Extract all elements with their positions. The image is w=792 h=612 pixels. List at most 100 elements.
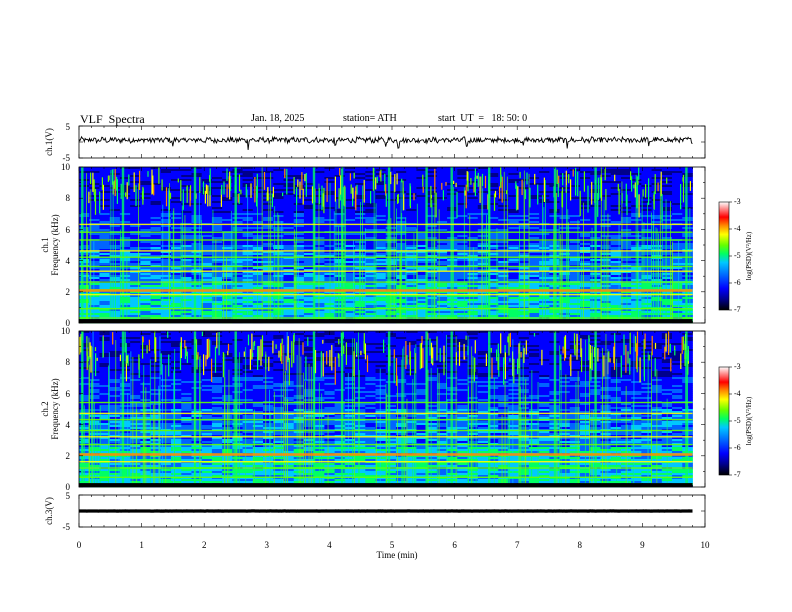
spectrogram-cell xyxy=(487,229,499,232)
spectrogram-cell xyxy=(406,277,417,280)
spectrogram-cell xyxy=(334,299,346,302)
spectrogram-noise-streak xyxy=(557,183,559,197)
spectrogram-cell xyxy=(539,315,550,318)
spectrogram-cell xyxy=(620,269,632,272)
spectrogram-noise-streak xyxy=(339,168,341,176)
spectrogram-noise-streak xyxy=(209,168,211,196)
spectrogram-cell xyxy=(314,297,325,300)
spectrogram-cell xyxy=(641,195,652,198)
spectrogram-cell xyxy=(232,297,243,300)
spectrogram-cell xyxy=(99,207,111,210)
spectrogram-cell xyxy=(99,275,111,278)
spectrogram-cell xyxy=(293,219,305,222)
spectrogram-noise-streak xyxy=(587,185,589,213)
spectrogram-cell xyxy=(232,241,243,244)
spectrogram-cell xyxy=(457,179,468,182)
spectrogram-cell xyxy=(672,185,683,188)
spectrogram-cell xyxy=(283,257,295,260)
spectrogram-cell xyxy=(99,303,111,306)
spectrogram-noise-streak xyxy=(229,171,231,200)
spectrogram-cell xyxy=(559,267,571,270)
spectrogram-cell xyxy=(191,197,203,200)
spectrogram-cell xyxy=(416,245,428,248)
spectrogram-cell xyxy=(222,295,233,298)
spectrogram-cell xyxy=(314,237,325,240)
spectrogram-cell xyxy=(620,271,632,274)
spectrogram-cell xyxy=(375,205,387,208)
spectrogram-cell xyxy=(314,259,325,262)
spectrogram-cell xyxy=(406,269,417,272)
spectrogram-cell xyxy=(569,275,581,278)
spectrogram-cell xyxy=(314,283,325,286)
spectrogram-cell xyxy=(232,217,243,220)
spectrogram-cell xyxy=(672,253,683,256)
spectrogram-cell xyxy=(539,245,550,248)
spectrogram-cell xyxy=(672,191,683,194)
spectrogram-noise-streak xyxy=(284,168,286,179)
spectrogram-cell xyxy=(211,235,223,238)
spectrogram-cell xyxy=(467,209,479,212)
spectrogram-cell xyxy=(620,169,632,172)
spectrogram-cell xyxy=(171,297,182,300)
spectrogram-cell xyxy=(375,193,387,196)
spectrogram-cell xyxy=(79,199,90,202)
spectrogram-cell xyxy=(467,171,479,174)
spectrogram-cell xyxy=(569,205,581,208)
spectrogram-cell xyxy=(641,179,652,182)
spectrogram-cell xyxy=(89,169,100,172)
spectrogram-cell xyxy=(334,301,346,304)
spectrogram-cell xyxy=(539,279,550,282)
spectrogram-cell xyxy=(498,271,509,274)
spectrogram-cell xyxy=(610,241,622,244)
spectrogram-cell xyxy=(171,233,182,236)
spectrogram-cell xyxy=(181,179,192,182)
spectrogram-cell xyxy=(600,221,612,224)
spectrogram-cell xyxy=(303,269,315,272)
spectrogram-cell xyxy=(498,219,509,222)
spectrogram-cell xyxy=(467,285,479,288)
spectrogram-cell xyxy=(303,257,315,260)
spectrogram-cell xyxy=(416,213,428,216)
spectrogram-cell xyxy=(344,219,356,222)
spectrogram-cell xyxy=(651,205,663,208)
spectrogram-cell xyxy=(498,209,509,212)
spectrogram-cell xyxy=(171,273,182,276)
spectrogram-cell xyxy=(672,233,683,236)
spectrogram-cell xyxy=(580,203,591,206)
spectrogram-cell xyxy=(191,309,203,312)
spectrogram-cell xyxy=(171,217,182,220)
spectrogram-cell xyxy=(99,261,111,264)
spectrogram-cell xyxy=(539,201,550,204)
spectrogram-cell xyxy=(211,205,223,208)
spectrogram-cell xyxy=(171,279,182,282)
spectrogram-cell xyxy=(539,267,550,270)
spectrogram-cell xyxy=(303,195,315,198)
spectrogram-cell xyxy=(641,199,652,202)
spectrogram-cell xyxy=(119,207,131,210)
spectrogram-cell xyxy=(191,275,203,278)
spectrogram-cell xyxy=(89,291,100,294)
spectrogram-cell xyxy=(109,259,121,262)
spectrogram-cell xyxy=(99,179,111,182)
spectrogram-cell xyxy=(191,177,203,180)
spectrogram-cell xyxy=(119,251,131,254)
spectrogram-cell xyxy=(293,215,305,218)
spectrogram-cell xyxy=(539,305,550,308)
spectrogram-cell xyxy=(334,251,346,254)
spectrogram-cell xyxy=(252,233,264,236)
spectrogram-cell xyxy=(559,187,571,190)
spectrogram-cell xyxy=(355,183,366,186)
spectrogram-cell xyxy=(283,235,295,238)
spectrogram-cell xyxy=(344,251,356,254)
ch1-spectrogram-image xyxy=(79,167,693,324)
spectrogram-cell xyxy=(222,273,233,276)
spectrogram-cell xyxy=(344,233,356,236)
spectrogram-cell xyxy=(569,271,581,274)
spectrogram-cell xyxy=(416,241,428,244)
spectrogram-cell xyxy=(211,303,223,306)
spectrogram-cell xyxy=(293,211,305,214)
spectrogram-cell xyxy=(252,219,264,222)
spectrogram-cell xyxy=(620,253,632,256)
spectrogram-cell xyxy=(406,209,417,212)
spectrogram-cell xyxy=(569,233,581,236)
